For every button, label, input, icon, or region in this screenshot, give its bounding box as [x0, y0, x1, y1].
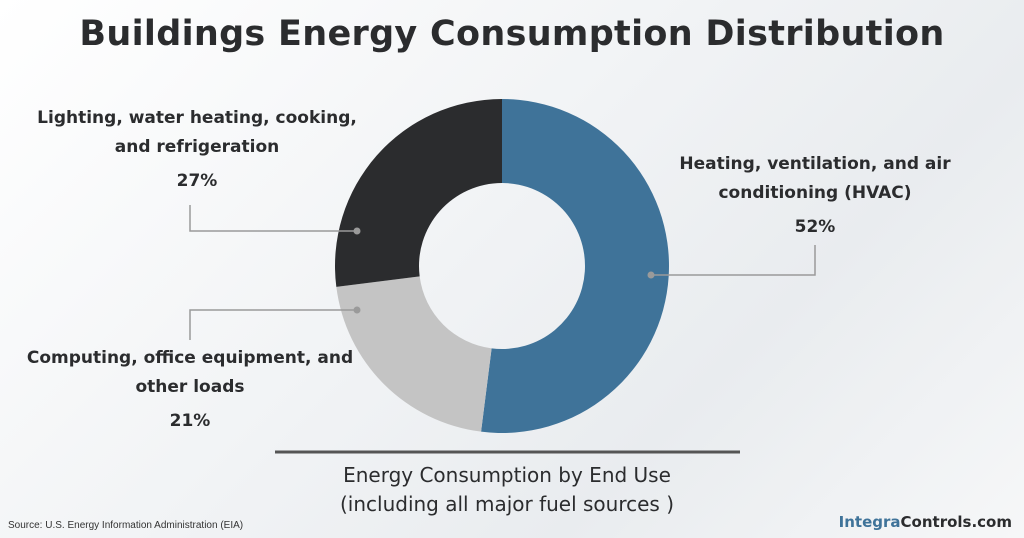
- source: Source: U.S. Energy Information Administ…: [8, 520, 244, 531]
- leader-dot: [353, 306, 361, 314]
- slice-label: Heating, ventilation, and air conditioni…: [665, 150, 965, 242]
- subtitle-line: (including all major fuel sources ): [339, 492, 674, 516]
- leader-line: [189, 205, 357, 232]
- value-label: 21%: [169, 411, 211, 431]
- donut-slice: [334, 99, 502, 287]
- leader-line: [189, 309, 357, 340]
- subtitle-line: Energy Consumption by End Use: [343, 463, 671, 487]
- chart-title: Buildings Energy Consumption Distributio…: [79, 14, 945, 54]
- leader-dot: [353, 227, 361, 235]
- slice-label: Computing, office equipment, and other l…: [20, 344, 360, 436]
- slice-label: Lighting, water heating, cooking, and re…: [20, 104, 374, 196]
- brand: IntegraControls.com: [839, 513, 1012, 531]
- brand-part: Controls.com: [900, 513, 1012, 531]
- category-label: Computing, office equipment, and other l…: [26, 348, 354, 397]
- category-label: Heating, ventilation, and air conditioni…: [679, 154, 951, 203]
- leader-line: [651, 245, 816, 276]
- value-label: 52%: [794, 217, 836, 237]
- donut-slice: [336, 276, 492, 432]
- brand-part: Integra: [838, 513, 901, 531]
- subtitle: Energy Consumption by End Use (including…: [257, 461, 757, 519]
- leader-dot: [647, 271, 655, 279]
- value-label: 27%: [176, 171, 218, 191]
- category-label: Lighting, water heating, cooking, and re…: [37, 108, 357, 157]
- donut-slice: [481, 99, 669, 433]
